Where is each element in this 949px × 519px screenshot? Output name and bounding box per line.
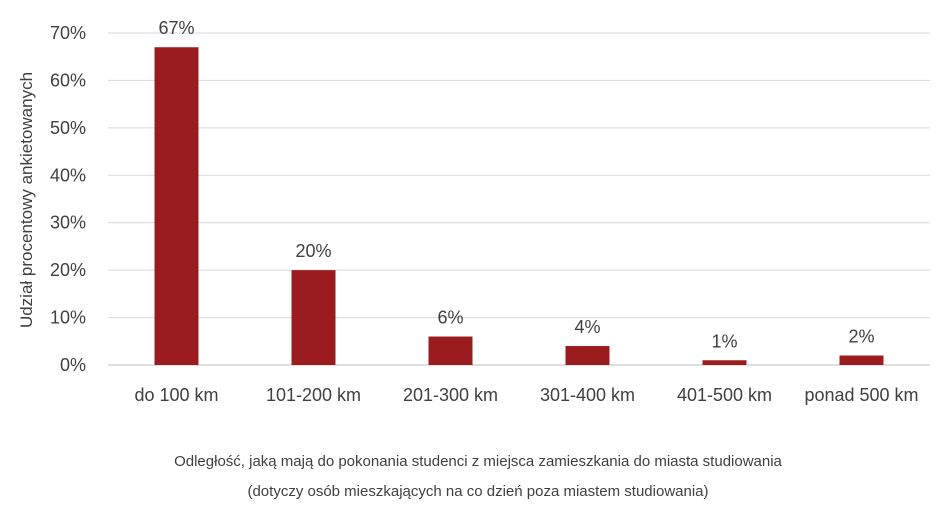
bar xyxy=(428,336,473,365)
bars xyxy=(154,47,884,365)
bar xyxy=(839,355,884,365)
gridlines xyxy=(108,32,930,366)
data-label: 6% xyxy=(437,308,463,328)
data-label: 20% xyxy=(295,241,331,261)
data-label: 67% xyxy=(158,18,194,38)
y-axis-ticks: 0% 10% 20% 30% 40% 50% 60% 70% xyxy=(50,23,86,375)
data-label: 4% xyxy=(574,317,600,337)
chart-caption-line-2: (dotyczy osób mieszkających na co dzień … xyxy=(247,483,708,500)
y-axis-label: Udział procentowy ankietowanych xyxy=(17,72,36,328)
x-category-label: 201-300 km xyxy=(403,385,498,405)
y-tick-label: 50% xyxy=(50,118,86,138)
y-tick-label: 10% xyxy=(50,308,86,328)
bar xyxy=(565,346,610,365)
y-tick-label: 60% xyxy=(50,70,86,90)
data-label: 1% xyxy=(711,331,737,351)
y-tick-label: 0% xyxy=(60,355,86,375)
chart-caption-line-1: Odległość, jaką mają do pokonania studen… xyxy=(174,453,782,470)
x-axis-categories: do 100 km 101-200 km 201-300 km 301-400 km 4… xyxy=(134,385,918,405)
y-tick-label: 30% xyxy=(50,213,86,233)
y-tick-label: 20% xyxy=(50,260,86,280)
y-tick-label: 40% xyxy=(50,165,86,185)
y-tick-label: 70% xyxy=(50,23,86,43)
x-category-label: do 100 km xyxy=(134,385,218,405)
x-category-label: 101-200 km xyxy=(266,385,361,405)
data-label: 2% xyxy=(848,327,874,347)
x-category-label: ponad 500 km xyxy=(804,385,918,405)
data-labels: 67% 20% 6% 4% 1% 2% xyxy=(158,18,874,351)
x-category-label: 301-400 km xyxy=(540,385,635,405)
bar xyxy=(702,360,747,365)
bar xyxy=(154,47,199,365)
x-category-label: 401-500 km xyxy=(677,385,772,405)
bar xyxy=(291,270,336,365)
